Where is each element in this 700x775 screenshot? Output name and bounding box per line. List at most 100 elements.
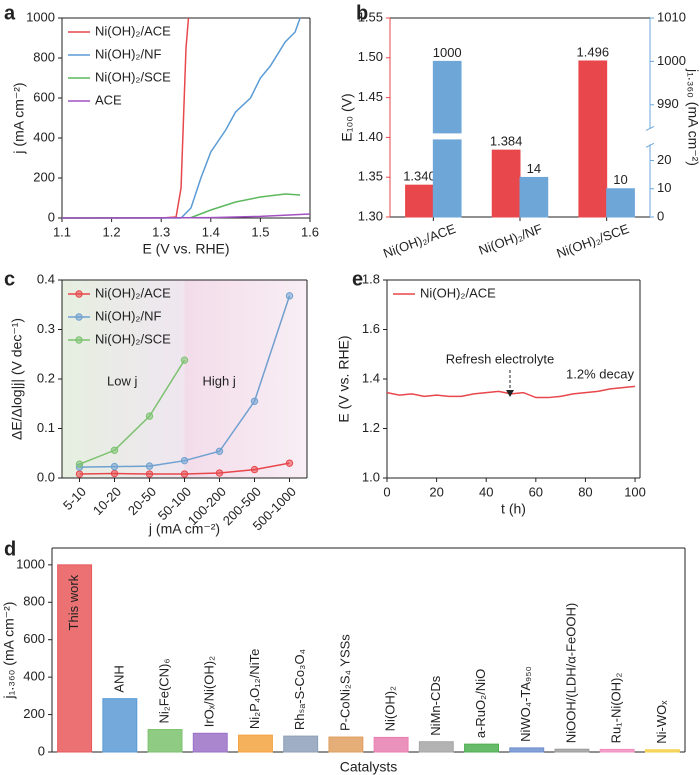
x-tick-label: 1.6 [301, 224, 319, 239]
legend-label: Ni(OH)₂/SCE [95, 69, 171, 84]
point [75, 460, 84, 468]
bar [283, 735, 319, 753]
x-tick-label: 60 [529, 484, 543, 499]
y-tick-label: 1.50 [358, 49, 383, 64]
bar [606, 188, 635, 218]
bar [192, 732, 228, 753]
bar [599, 748, 635, 753]
x-tick-label: 40 [479, 484, 493, 499]
bar-label: Ni-WOₓ [654, 700, 669, 744]
y-tick-label: 0.3 [37, 321, 55, 336]
bar-break [432, 133, 463, 140]
y2-axis-label: j₁.₃₆₀ (mA cm⁻²) [685, 68, 700, 166]
point [145, 462, 154, 470]
y-tick-label: 400 [23, 669, 45, 684]
y-tick-label: 400 [33, 129, 55, 144]
y-tick-label: 0 [48, 209, 55, 224]
y-tick-label: 1000 [26, 9, 55, 24]
x-tick-label: 1.3 [152, 224, 170, 239]
y-tick-label: 1.0 [362, 469, 380, 484]
legend-label: Ni(OH)₂/ACE [95, 285, 171, 300]
bar-label: a-RuO₂/NiO [473, 669, 488, 738]
y-tick-label: 0.4 [37, 271, 55, 286]
bar-label: Ni(OH)₂ [383, 686, 398, 731]
legend-label: ACE [95, 92, 122, 107]
panel-label: c [4, 268, 15, 290]
legend-label: Ni(OH)₂/ACE [95, 23, 171, 38]
bar [464, 743, 499, 753]
y-tick-label: 1.30 [358, 208, 383, 223]
y2-tick-label: 990 [657, 96, 679, 111]
y-tick-label: 200 [33, 169, 55, 184]
annotation: Low j [107, 373, 137, 388]
y-tick-label: 1.8 [362, 271, 380, 286]
value-label: 10 [613, 172, 627, 187]
bar [509, 747, 545, 753]
y-tick-label: 0.0 [37, 469, 55, 484]
x-axis-label: E (V vs. RHE) [142, 241, 229, 257]
bar-label: This work [66, 574, 81, 630]
bar-label: Ru₁-Ni(OH)₂ [609, 673, 624, 744]
bar-label: Ni₂P₄O₁₂/NiTe [247, 649, 262, 729]
y-tick-label: 1000 [16, 556, 45, 571]
y-tick-label: 1.4 [362, 370, 380, 385]
series-line [79, 359, 186, 465]
panel-label: d [4, 538, 16, 560]
x-axis-label: t (h) [501, 501, 526, 517]
point [215, 469, 224, 477]
y-tick-label: 600 [23, 631, 45, 646]
bar [418, 741, 454, 753]
point [250, 397, 259, 405]
panel-label: b [356, 2, 368, 24]
break-mark [645, 142, 655, 148]
x-tick-label: 0 [383, 484, 390, 499]
annotation: 1.2% decay [566, 366, 634, 381]
bar [238, 734, 273, 753]
point [285, 292, 294, 300]
point [215, 447, 224, 455]
y-tick-label: 200 [23, 706, 45, 721]
value-label: 14 [527, 161, 541, 176]
legend-label: Ni(OH)₂/ACE [420, 285, 496, 300]
bar-label: NiMn-CDs [428, 675, 443, 735]
y-tick-label: 800 [33, 49, 55, 64]
y2-tick-label: 1000 [657, 53, 686, 68]
y-axis-label: j (mA cm⁻²) [11, 82, 27, 154]
x-tick-label: Ni(OH)₂/ACE [381, 221, 458, 261]
point [250, 465, 259, 474]
value-label: 1.340 [403, 169, 436, 184]
point [110, 462, 119, 471]
break-mark [645, 126, 655, 131]
point [145, 470, 154, 478]
bar-label: Rhₛₐ-S-Co₃O₄ [292, 649, 307, 730]
x-tick-label: 10-20 [90, 484, 124, 518]
bar-label: NiOOH/(LDH/α-FeOOH) [563, 603, 578, 743]
y2-tick-label: 1010 [657, 9, 686, 24]
x-tick-label: Ni(OH)₂/SCE [554, 221, 631, 261]
bar [644, 749, 680, 753]
bar-label: NiWO₄-TA₉₅₀ [518, 666, 533, 742]
bar [57, 564, 93, 753]
legend-marker [75, 336, 83, 344]
x-tick-label: 100 [624, 484, 646, 499]
annotation: High j [203, 373, 236, 388]
bar [554, 748, 590, 753]
bar [328, 736, 364, 753]
point [110, 469, 119, 478]
x-tick-label: 5-10 [60, 484, 89, 513]
series-line [61, 193, 301, 219]
legend-marker [75, 313, 83, 321]
point [285, 459, 294, 467]
bar-label: IrOₓ/Ni(OH)₂ [202, 656, 217, 727]
x-tick-label: 1.4 [202, 224, 220, 239]
y-tick-label: 0.1 [37, 420, 55, 435]
bar-label: ANH [111, 665, 126, 692]
legend-label: Ni(OH)₂/SCE [95, 331, 171, 346]
arrow-head [506, 390, 514, 397]
bar-label: Ni₂Fe(CN)₆ [156, 658, 171, 723]
legend-label: Ni(OH)₂/NF [95, 308, 161, 323]
y-axis-label: j₁.₃₆₀ (mA cm⁻²) [1, 602, 17, 700]
value-label: 1000 [433, 45, 462, 60]
value-label: 1.384 [490, 134, 523, 149]
